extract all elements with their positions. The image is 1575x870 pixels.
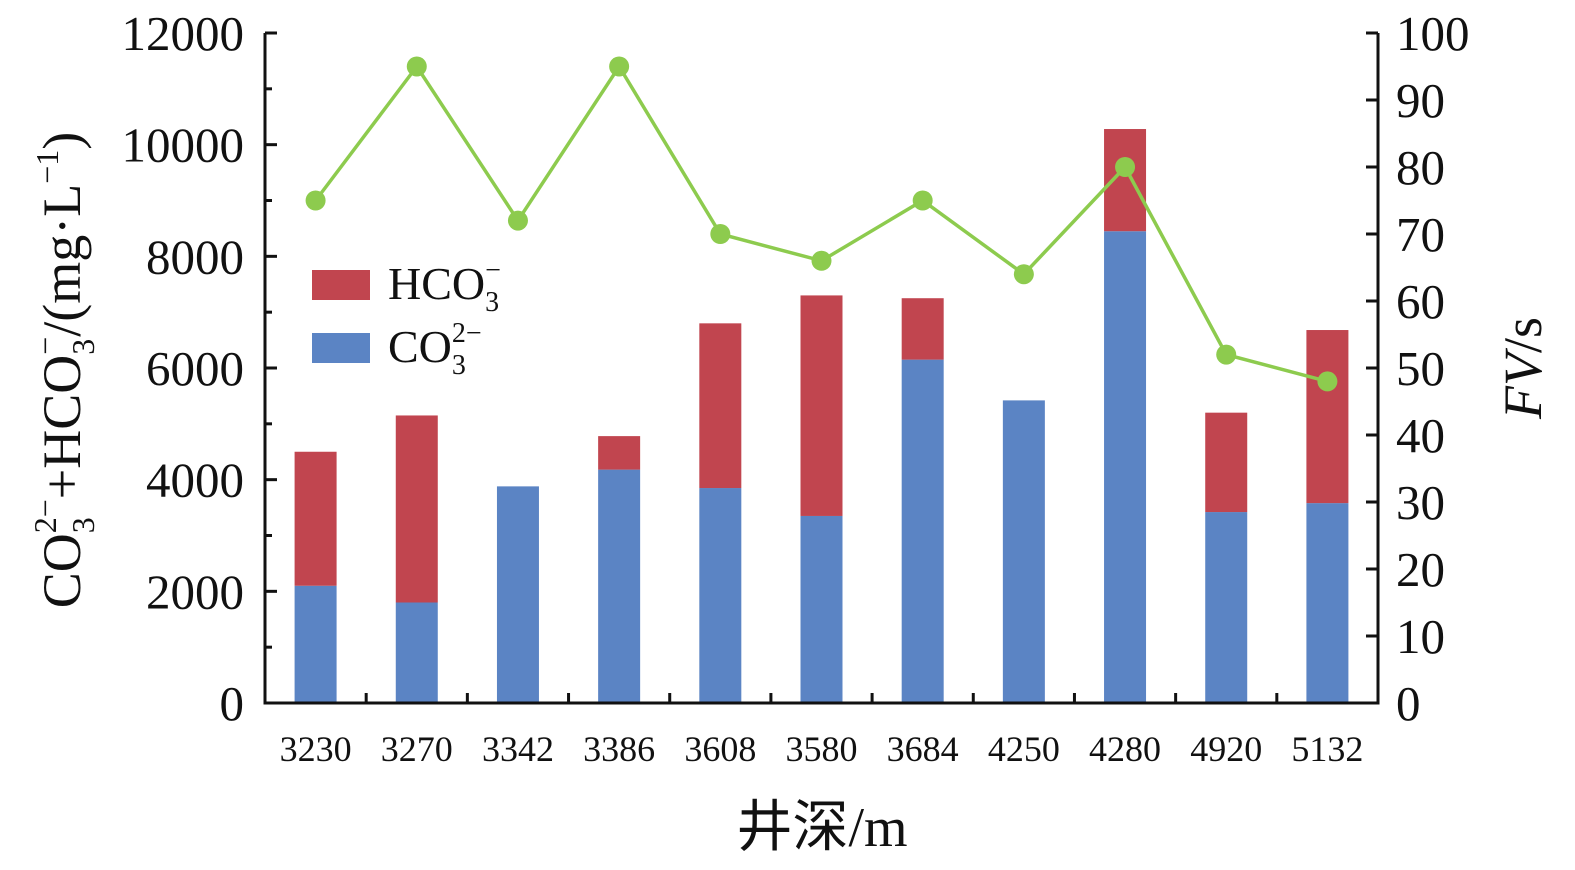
legend-label-hco3: HCO3− — [388, 255, 501, 318]
x-axis-title: 井深/m — [736, 797, 907, 859]
bar-hco3-4920 — [1205, 412, 1248, 513]
bars-layer — [294, 129, 1349, 704]
fv-point-3684 — [912, 190, 933, 211]
bar-hco3-3270 — [395, 415, 438, 603]
bar-co3-3580 — [800, 515, 843, 703]
bar-co3-3342 — [496, 486, 539, 703]
x-tick-label-3270: 3270 — [381, 729, 453, 769]
bar-co3-3608 — [699, 488, 742, 703]
y2-tick-label-10: 10 — [1396, 609, 1445, 664]
bar-co3-3270 — [395, 602, 438, 703]
y-tick-label-8000: 8000 — [146, 229, 244, 284]
fv-point-3608 — [710, 224, 731, 244]
x-tick-label-3230: 3230 — [280, 729, 352, 769]
legend-label-co3-base: CO — [388, 321, 452, 372]
x-tick-label-4920: 4920 — [1190, 729, 1262, 769]
legend-label-co3-sup: 2− — [452, 318, 482, 349]
y2-tick-label-90: 90 — [1396, 73, 1445, 128]
fv-point-4280 — [1115, 157, 1136, 177]
fv-point-4250 — [1013, 264, 1034, 285]
bar-hco3-3386 — [598, 436, 641, 470]
fv-point-3230 — [305, 190, 326, 211]
y2-tick-label-30: 30 — [1396, 475, 1445, 530]
legend-label-co3-sub: 3 — [452, 350, 466, 381]
y-title-sup1: 2− — [27, 499, 63, 533]
y-title-hco: +HCO — [32, 355, 92, 499]
y-title-sub2: 3 — [65, 339, 101, 355]
y2-tick-label-50: 50 — [1396, 341, 1445, 396]
fv-point-3270 — [406, 56, 427, 77]
fv-point-4920 — [1216, 344, 1237, 365]
y2-tick-label-80: 80 — [1396, 140, 1445, 195]
bar-hco3-5132 — [1306, 330, 1349, 504]
x-tick-label-3386: 3386 — [583, 729, 655, 769]
y-tick-label-6000: 6000 — [146, 341, 244, 396]
y-tick-label-12000: 12000 — [122, 6, 245, 61]
y-axis-title: CO32−+HCO3−/(mg·L−1) — [27, 132, 101, 609]
fv-point-3342 — [507, 210, 528, 231]
legend-label-co3: CO32− — [388, 318, 482, 381]
bar-co3-3386 — [598, 469, 641, 703]
y-tick-label-10000: 10000 — [122, 118, 245, 173]
bar-co3-4250 — [1002, 400, 1045, 703]
bar-hco3-3608 — [699, 323, 742, 489]
y2-tick-label-70: 70 — [1396, 207, 1445, 262]
x-tick-label-3342: 3342 — [482, 729, 554, 769]
y2-tick-label-40: 40 — [1396, 408, 1445, 463]
bar-co3-5132 — [1306, 503, 1349, 703]
fv-line-layer — [305, 56, 1338, 392]
fv-point-3386 — [609, 56, 630, 77]
y-title-co: CO — [32, 533, 92, 608]
y2-tick-label-100: 100 — [1396, 6, 1470, 61]
x-tick-label-3684: 3684 — [887, 729, 959, 769]
legend-label-hco3-sup: − — [485, 255, 501, 286]
legend: HCO3−CO32− — [312, 255, 501, 381]
y-title-unit-sup: −1 — [29, 150, 65, 184]
legend-swatch-co3 — [312, 333, 370, 363]
y-title-unit: /(mg·L — [32, 184, 92, 337]
bar-co3-4280 — [1104, 231, 1147, 704]
x-tick-label-5132: 5132 — [1291, 729, 1363, 769]
bar-hco3-3230 — [294, 451, 337, 586]
bar-hco3-3684 — [901, 298, 944, 360]
fv-point-3580 — [811, 250, 832, 271]
x-tick-label-4280: 4280 — [1089, 729, 1161, 769]
y-tick-label-0: 0 — [220, 676, 245, 731]
x-tick-label-3580: 3580 — [786, 729, 858, 769]
y2-title-fv: FV — [1493, 347, 1553, 420]
legend-swatch-hco3 — [312, 270, 370, 300]
bar-co3-3230 — [294, 585, 337, 703]
bar-co3-4920 — [1205, 512, 1248, 703]
axes-layer: 0 2000 4000 6000 8000 10000 12000 0 10 20 30 40 50 60… — [122, 6, 1470, 769]
x-tick-label-4250: 4250 — [988, 729, 1060, 769]
y-tick-label-2000: 2000 — [146, 564, 244, 619]
bar-co3-3684 — [901, 359, 944, 703]
y2-tick-label-0: 0 — [1396, 676, 1421, 731]
fv-point-5132 — [1317, 371, 1338, 392]
legend-label-hco3-sub: 3 — [485, 287, 499, 318]
y-title-sub1: 3 — [65, 517, 101, 533]
legend-label-hco3-base: HCO — [388, 258, 485, 309]
y2-title-unit: /s — [1493, 317, 1553, 353]
bar-hco3-3580 — [800, 295, 843, 516]
y-title-close: ) — [32, 132, 92, 150]
y2-axis-title: FV/s — [1493, 317, 1553, 420]
y2-tick-label-60: 60 — [1396, 274, 1445, 329]
x-tick-label-3608: 3608 — [684, 729, 756, 769]
y2-tick-label-20: 20 — [1396, 542, 1445, 597]
y-tick-label-4000: 4000 — [146, 453, 244, 508]
y-title-sup2: − — [27, 337, 63, 355]
